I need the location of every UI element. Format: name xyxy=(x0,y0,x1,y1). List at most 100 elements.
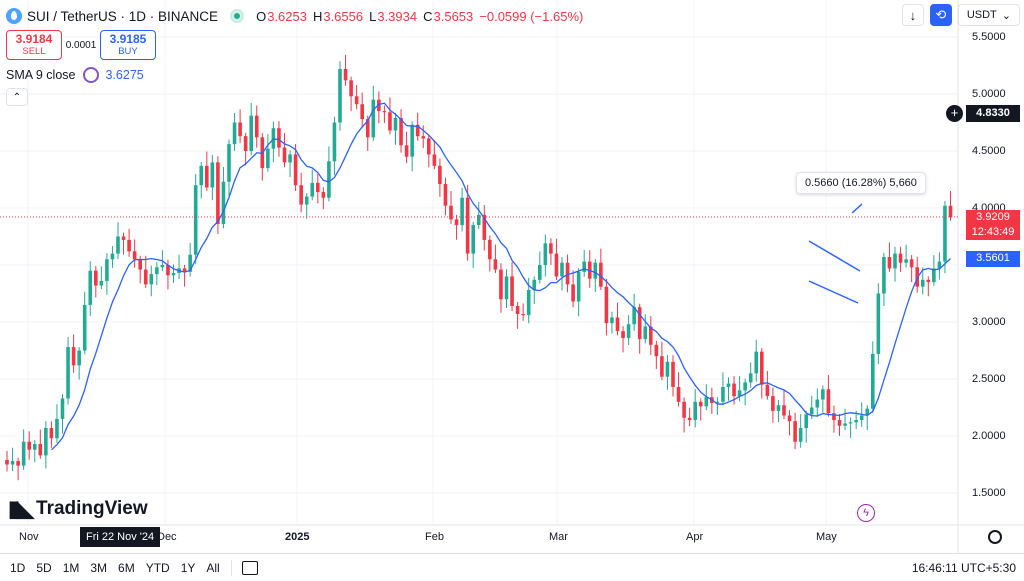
candle-body xyxy=(410,124,414,157)
sma-line xyxy=(50,102,951,451)
candle-body xyxy=(438,165,442,185)
candle-body xyxy=(582,261,586,272)
range-3m-button[interactable]: 3M xyxy=(90,560,108,575)
candle-body xyxy=(243,136,248,151)
symbol-title[interactable]: SUI / TetherUS · 1D · BINANCE xyxy=(27,8,219,24)
candle-body xyxy=(210,162,215,188)
collapse-legend-button[interactable]: ⌃ xyxy=(6,88,28,106)
lightning-icon[interactable]: ϟ xyxy=(857,504,875,522)
candle-body xyxy=(526,290,531,316)
candle-body xyxy=(454,219,459,226)
candle-body xyxy=(937,261,942,269)
candle-body xyxy=(704,397,709,407)
range-5d-button[interactable]: 5D xyxy=(36,560,52,575)
calendar-icon[interactable] xyxy=(241,560,258,575)
candle-body xyxy=(765,384,770,397)
sell-label: SELL xyxy=(22,45,46,57)
candle-body xyxy=(676,386,681,402)
low-value: 3.3934 xyxy=(377,8,418,24)
candle-body xyxy=(743,382,747,391)
arrow-down-button[interactable]: ↓ xyxy=(901,4,924,26)
price-tick: 1.5000 xyxy=(972,487,1006,499)
spread-value: 0.0001 xyxy=(65,39,97,51)
chevron-up-icon: ⌃ xyxy=(12,91,22,103)
candle-body xyxy=(538,265,542,280)
tradingview-logo[interactable]: ▮◣ TradingView xyxy=(8,496,148,522)
range-6m-button[interactable]: 6M xyxy=(118,560,135,575)
candle-body xyxy=(909,259,914,268)
range-1d-button[interactable]: 1D xyxy=(10,560,26,575)
candle-body xyxy=(521,314,525,316)
candle-body xyxy=(377,99,381,112)
candle-body xyxy=(510,276,514,307)
candle-body xyxy=(160,265,165,268)
range-1m-button[interactable]: 1M xyxy=(62,560,80,575)
breakout-line xyxy=(851,203,863,214)
candle-body xyxy=(388,112,392,131)
price-chart[interactable] xyxy=(0,0,1024,553)
trade-panel: 3.9184 SELL 0.0001 3.9185 BUY xyxy=(6,30,156,60)
candle-body xyxy=(332,122,337,162)
candle-body xyxy=(171,272,176,276)
range-ytd-button[interactable]: YTD xyxy=(145,560,170,575)
candle-body xyxy=(787,415,792,422)
candle-body xyxy=(821,389,825,400)
candle-body xyxy=(382,111,387,113)
candle-body xyxy=(193,185,198,255)
candle-body xyxy=(349,80,353,97)
candle-body xyxy=(199,165,204,186)
candle-body xyxy=(360,104,364,120)
candle-body xyxy=(737,390,742,397)
candle-body xyxy=(643,326,648,340)
time-label-mar: Mar xyxy=(549,531,568,543)
candle-body xyxy=(793,421,797,442)
buy-button[interactable]: 3.9185 BUY xyxy=(100,30,156,60)
candle-body xyxy=(338,68,342,123)
range-all-button[interactable]: All xyxy=(206,560,220,575)
candle-body xyxy=(282,147,287,163)
candle-body xyxy=(859,415,864,421)
trend-line-lower xyxy=(808,280,859,304)
buy-label: BUY xyxy=(118,45,138,57)
currency-label: USDT xyxy=(966,9,997,21)
candle-body xyxy=(205,165,209,188)
price-tick: 4.5000 xyxy=(972,145,1006,157)
candle-body xyxy=(288,154,292,163)
countdown-tag: 12:43:49 xyxy=(966,225,1020,240)
candle-body xyxy=(316,182,320,193)
range-1y-button[interactable]: 1Y xyxy=(180,560,196,575)
market-status-icon[interactable] xyxy=(232,11,243,21)
high-value: 3.6556 xyxy=(323,8,364,24)
candle-body xyxy=(854,420,858,423)
candle-body xyxy=(632,307,636,325)
settings-icon[interactable] xyxy=(988,530,1002,544)
candle-body xyxy=(77,350,81,366)
candle-body xyxy=(610,317,614,324)
time-label-2025: 2025 xyxy=(285,531,310,543)
change-value: −0.0599 (−1.65%) xyxy=(479,8,584,24)
candle-body xyxy=(421,136,426,139)
candle-body xyxy=(432,154,437,166)
price-tick: 2.5000 xyxy=(972,373,1006,385)
candle-body xyxy=(343,68,348,81)
candle-body xyxy=(948,205,953,218)
candle-body xyxy=(549,243,553,254)
sma-value: 3.6275 xyxy=(105,68,144,82)
candle-body xyxy=(932,268,936,283)
candle-body xyxy=(310,182,315,197)
sma-legend[interactable]: SMA 9 close 3.6275 xyxy=(6,67,144,83)
candle-body xyxy=(887,257,892,269)
candle-body xyxy=(188,254,192,272)
candle-body xyxy=(393,117,398,131)
sell-button[interactable]: 3.9184 SELL xyxy=(6,30,62,60)
candle-body xyxy=(427,138,431,155)
add-alert-icon[interactable]: + xyxy=(946,105,963,122)
candle-body xyxy=(82,304,87,351)
divider xyxy=(230,559,232,576)
currency-select[interactable]: USDT ⌄ xyxy=(957,4,1020,26)
clock-display[interactable]: 16:46:11 UTC+5:30 xyxy=(911,560,1016,575)
candle-body xyxy=(488,239,492,260)
buy-price: 3.9185 xyxy=(109,31,147,46)
replay-button[interactable]: ⟲ xyxy=(929,4,952,26)
candle-body xyxy=(127,239,131,252)
